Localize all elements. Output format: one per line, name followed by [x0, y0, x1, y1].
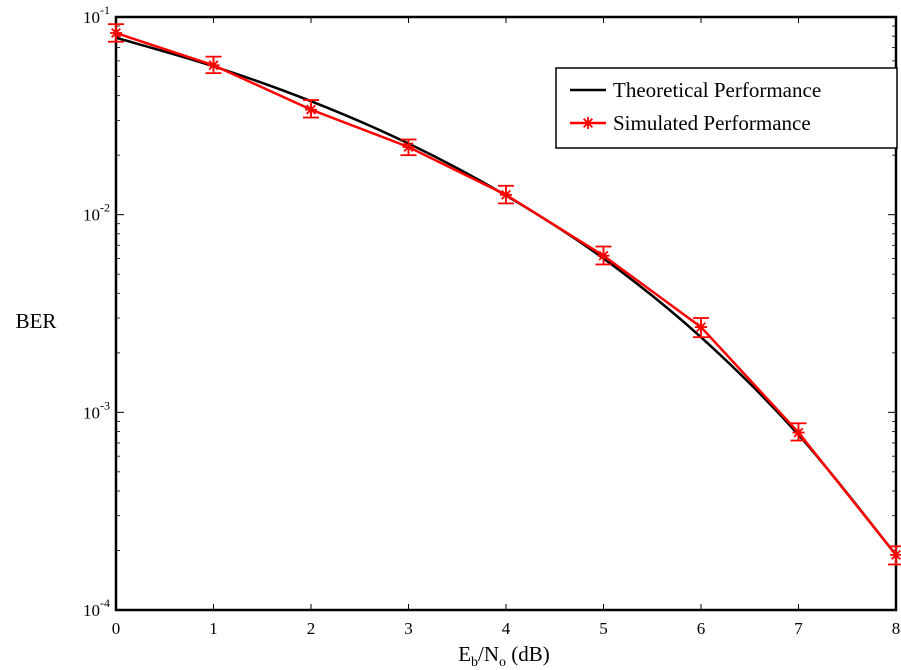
- simulated-point-marker: [207, 59, 220, 72]
- y-tick-label-base: 10: [83, 8, 100, 27]
- x-axis-label-tail: (dB): [506, 642, 550, 666]
- y-tick-labels: 10-110-210-310-4: [83, 3, 110, 620]
- y-tick-label-exponent: -2: [100, 201, 110, 215]
- simulated-point-marker: [305, 103, 317, 116]
- y-tick-label: 10-1: [83, 3, 110, 27]
- x-axis-label-mid: /N: [478, 642, 499, 666]
- legend-marker-simulated: [582, 117, 594, 129]
- simulated-point-marker: [500, 188, 512, 201]
- x-tick-label: 0: [112, 619, 121, 638]
- y-tick-label-base: 10: [83, 601, 100, 620]
- simulated-point-marker: [890, 548, 901, 561]
- y-tick-label: 10-2: [83, 201, 110, 225]
- y-axis-label: BER: [16, 309, 57, 333]
- simulated-point-marker: [402, 140, 415, 153]
- x-tick-label: 6: [697, 619, 706, 638]
- x-axis-label-base: E: [458, 642, 471, 666]
- x-tick-label: 2: [307, 619, 316, 638]
- y-tick-label-exponent: -1: [100, 3, 110, 17]
- x-tick-label: 3: [404, 619, 413, 638]
- x-tick-label: 1: [209, 619, 218, 638]
- y-tick-label-base: 10: [83, 206, 100, 225]
- x-tick-label: 7: [794, 619, 803, 638]
- x-axis-label: Eb/No (dB): [458, 642, 550, 670]
- series-layer: [108, 23, 901, 566]
- y-tick-label: 10-3: [83, 398, 110, 422]
- simulated-point-marker: [110, 26, 122, 39]
- x-axis-label-sub2: o: [499, 655, 506, 670]
- x-tick-label: 5: [599, 619, 608, 638]
- x-axis-label-sub1: b: [471, 655, 478, 670]
- y-tick-label-exponent: -3: [100, 398, 110, 412]
- y-tick-label: 10-4: [83, 596, 110, 620]
- y-tick-label-exponent: -4: [100, 596, 110, 610]
- simulated-point-marker: [695, 321, 707, 334]
- y-tick-label-base: 10: [83, 403, 100, 422]
- simulated-point-marker: [597, 249, 610, 262]
- legend: Theoretical Performance Simulated Perfor…: [555, 67, 898, 149]
- x-tick-label: 4: [502, 619, 511, 638]
- simulated-point-marker: [792, 426, 805, 439]
- x-tick-labels: 0 1 2 3 4 5 6 7 8: [112, 619, 901, 638]
- legend-box: [555, 67, 898, 149]
- x-tick-label: 8: [892, 619, 901, 638]
- legend-label-theoretical: Theoretical Performance: [613, 78, 821, 102]
- legend-star-marker: [582, 117, 594, 129]
- legend-label-simulated: Simulated Performance: [613, 111, 811, 135]
